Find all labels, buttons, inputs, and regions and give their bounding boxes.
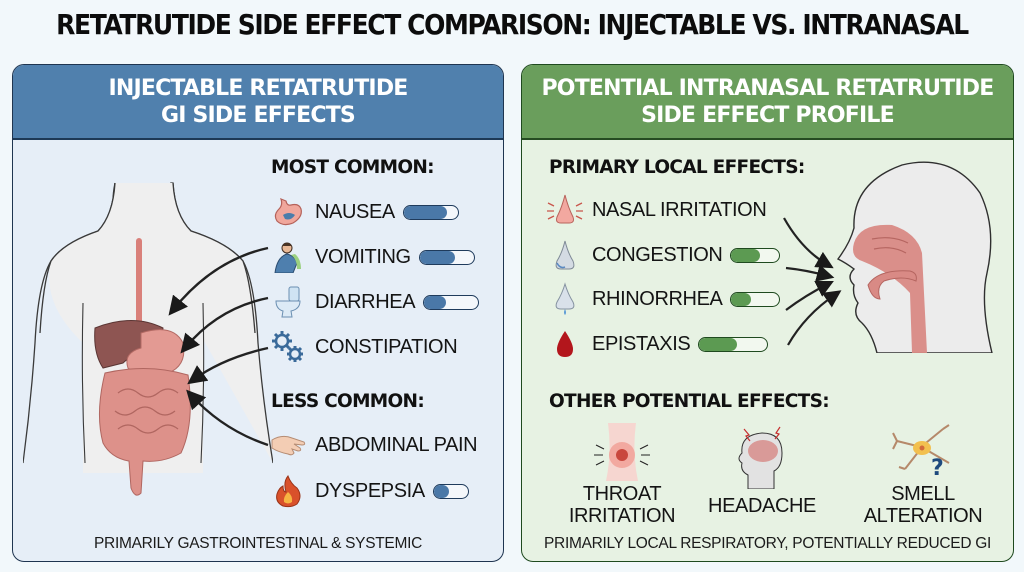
injectable-panel-header: INJECTABLE RETATRUTIDE GI SIDE EFFECTS xyxy=(13,65,503,140)
other-effect-label-line1: THROAT xyxy=(582,483,662,505)
frequency-bar xyxy=(402,204,459,220)
effect-label: ABDOMINAL PAIN xyxy=(315,433,478,456)
effect-label: DYSPEPSIA xyxy=(315,479,425,502)
effect-row-diarrhea: DIARRHEA xyxy=(269,285,480,319)
pointer-arrows xyxy=(168,246,269,447)
other-effect-smell-alteration: ? SMELL ALTERATION xyxy=(858,423,988,527)
effect-row-nausea: NAUSEA xyxy=(269,195,459,229)
less-common-title: LESS COMMON: xyxy=(271,391,425,412)
stomach-icon xyxy=(269,195,307,229)
congested-nose-icon xyxy=(546,238,584,272)
frequency-bar xyxy=(423,294,480,310)
effect-label: EPISTAXIS xyxy=(592,332,691,355)
intranasal-panel-header: POTENTIAL INTRANASAL RETATRUTIDE SIDE EF… xyxy=(522,65,1013,140)
effect-label: NASAL IRRITATION xyxy=(592,198,767,221)
other-effect-label-line1: SMELL xyxy=(891,483,955,505)
blood-drop-icon xyxy=(546,327,584,361)
other-effect-label-line2: IRRITATION xyxy=(568,505,676,527)
most-common-title: MOST COMMON: xyxy=(271,157,435,178)
primary-local-effects-title: PRIMARY LOCAL EFFECTS: xyxy=(549,157,805,178)
runny-nose-icon xyxy=(546,282,584,316)
effect-row-epistaxis: EPISTAXIS xyxy=(546,327,769,361)
effect-row-nasal-irritation: NASAL IRRITATION xyxy=(546,193,767,227)
effect-row-dyspepsia: DYSPEPSIA xyxy=(269,474,469,508)
other-effect-throat-irritation: THROAT IRRITATION xyxy=(557,423,687,527)
head-nasal-cavity-illustration xyxy=(832,153,1012,353)
injectable-header-line2: GI SIDE EFFECTS xyxy=(160,102,356,128)
effect-row-rhinorrhea: RHINORRHEA xyxy=(546,282,781,316)
pointer-arrows xyxy=(783,217,842,346)
other-effect-label-line1: HEADACHE xyxy=(708,495,816,517)
frequency-bar xyxy=(418,249,475,265)
intranasal-header-line1: POTENTIAL INTRANASAL RETATRUTIDE xyxy=(541,75,994,101)
effect-label: RHINORRHEA xyxy=(592,287,723,310)
neuron-question-icon: ? xyxy=(858,423,988,483)
flame-icon xyxy=(269,474,307,508)
gears-icon xyxy=(269,330,307,364)
other-effect-headache: HEADACHE xyxy=(697,423,827,517)
injectable-footer: PRIMARILY GASTROINTESTINAL & SYSTEMIC xyxy=(94,535,422,552)
hand-icon xyxy=(269,428,307,462)
frequency-bar xyxy=(730,291,781,307)
intranasal-footer: PRIMARILY LOCAL RESPIRATORY, POTENTIALLY… xyxy=(544,535,991,552)
toilet-icon xyxy=(269,285,307,319)
page-title: RETATRUTIDE SIDE EFFECT COMPARISON: INJE… xyxy=(56,8,969,41)
vomiting-person-icon xyxy=(269,240,307,274)
injectable-panel: INJECTABLE RETATRUTIDE GI SIDE EFFECTS xyxy=(12,64,504,562)
other-effect-label-line2: ALTERATION xyxy=(863,505,983,527)
intranasal-header-line2: SIDE EFFECT PROFILE xyxy=(641,102,895,128)
intranasal-panel: POTENTIAL INTRANASAL RETATRUTIDE SIDE EF… xyxy=(521,64,1014,562)
svg-text:?: ? xyxy=(931,456,944,481)
effect-label: CONSTIPATION xyxy=(315,335,458,358)
injectable-header-line1: INJECTABLE RETATRUTIDE xyxy=(108,75,408,101)
effect-row-vomiting: VOMITING xyxy=(269,240,475,274)
irritated-nose-icon xyxy=(546,193,584,227)
effect-row-abdominal-pain: ABDOMINAL PAIN xyxy=(269,428,478,462)
effect-label: VOMITING xyxy=(315,245,411,268)
other-potential-effects-title: OTHER POTENTIAL EFFECTS: xyxy=(549,391,830,412)
effect-label: DIARRHEA xyxy=(315,290,416,313)
effect-row-constipation: CONSTIPATION xyxy=(269,330,458,364)
frequency-bar xyxy=(698,336,769,352)
frequency-bar xyxy=(432,483,469,499)
effect-label: CONGESTION xyxy=(592,243,723,266)
effect-label: NAUSEA xyxy=(315,200,395,223)
effect-row-congestion: CONGESTION xyxy=(546,238,781,272)
headache-icon xyxy=(697,423,827,491)
throat-icon xyxy=(557,423,687,483)
frequency-bar xyxy=(730,247,781,263)
